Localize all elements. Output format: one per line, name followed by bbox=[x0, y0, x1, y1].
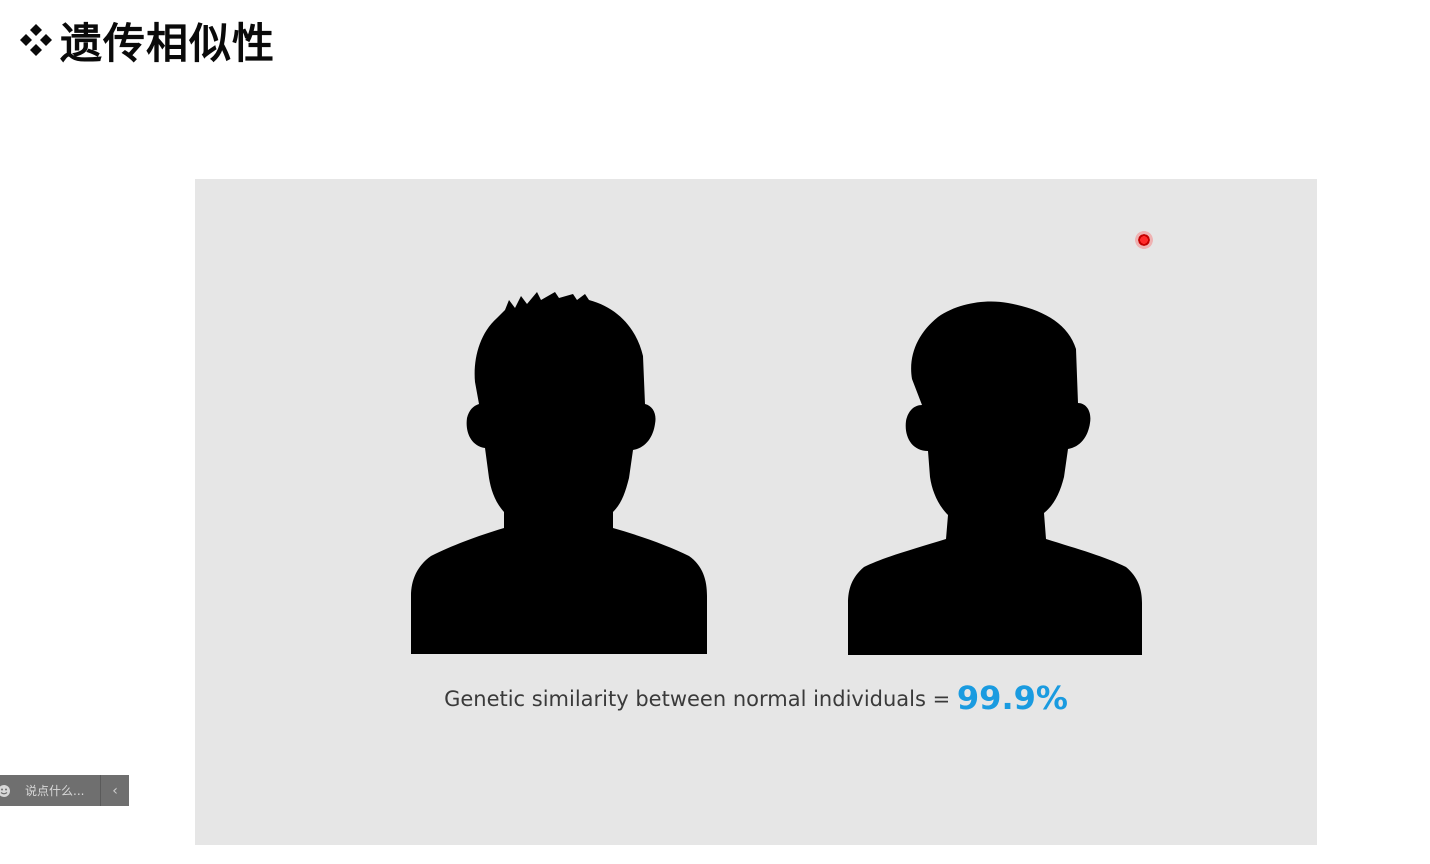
person-silhouette-icon bbox=[848, 301, 1142, 655]
caption-value: 99.9% bbox=[956, 679, 1068, 717]
four-diamond-bullet-icon bbox=[20, 24, 52, 56]
comment-input[interactable]: 说点什么... bbox=[25, 784, 85, 798]
slide-title-text: 遗传相似性 bbox=[60, 18, 276, 68]
comment-bar[interactable]: 说点什么... ‹ bbox=[0, 775, 129, 806]
laser-pointer-dot-icon bbox=[1135, 231, 1153, 249]
figure-caption: Genetic similarity between normal indivi… bbox=[195, 679, 1317, 717]
figure-panel: Genetic similarity between normal indivi… bbox=[195, 179, 1317, 845]
slide-title: 遗传相似性 bbox=[18, 12, 275, 68]
chevron-left-icon[interactable]: ‹ bbox=[100, 775, 129, 806]
person-silhouette-icon bbox=[411, 292, 707, 654]
caption-text: Genetic similarity between normal indivi… bbox=[444, 687, 957, 711]
emoji-icon[interactable] bbox=[0, 784, 11, 798]
